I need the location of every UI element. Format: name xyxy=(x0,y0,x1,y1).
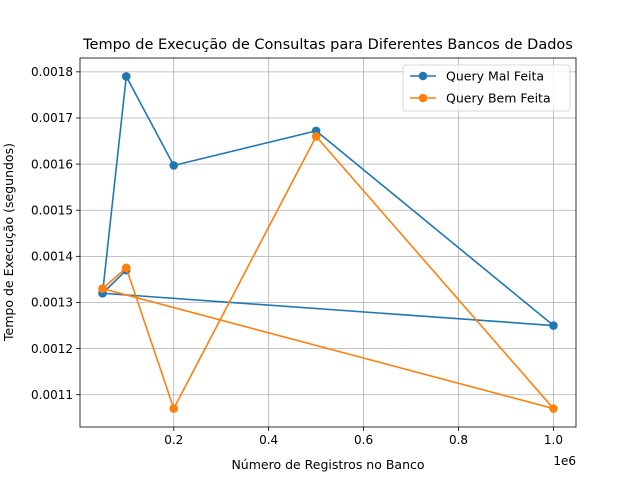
y-axis-label: Tempo de Execução (segundos) xyxy=(1,143,16,342)
x-tick-label: 0.6 xyxy=(354,433,373,447)
data-point xyxy=(549,321,558,330)
series-2 xyxy=(98,132,558,413)
legend-marker xyxy=(418,71,428,81)
legend-box xyxy=(402,64,571,112)
data-point xyxy=(121,72,131,81)
y-tick-label: 0.0016 xyxy=(31,157,73,171)
data-point xyxy=(549,404,558,413)
x-tick-label: 0.4 xyxy=(259,433,278,447)
legend-marker xyxy=(418,93,428,103)
grid xyxy=(80,58,576,427)
legend-item: Query Bem Feita xyxy=(410,90,551,105)
y-axis: 0.0011 0.0012 0.0013 0.0014 0.0015 0.0016 0.00… xyxy=(31,65,80,402)
legend-label: Query Bem Feita xyxy=(446,90,551,105)
legend-label: Query Mal Feita xyxy=(446,68,544,83)
y-tick-label: 0.0014 xyxy=(31,250,73,264)
data-point xyxy=(169,161,179,170)
data-point xyxy=(121,263,131,273)
plot-frame xyxy=(79,57,577,428)
data-point xyxy=(98,284,107,293)
data-point xyxy=(169,404,179,413)
y-tick-label: 0.0013 xyxy=(31,296,73,310)
data-point xyxy=(311,132,321,141)
x-tick-label: 1.0 xyxy=(544,433,563,447)
y-tick-label: 0.0018 xyxy=(31,65,73,79)
legend: Query Mal Feita Query Bem Feita xyxy=(402,64,571,112)
x-axis: 0.2 0.4 0.6 0.8 1.0 xyxy=(164,427,563,447)
y-tick-label: 0.0012 xyxy=(31,342,73,356)
x-tick-label: 0.8 xyxy=(449,433,468,447)
chart-title: Tempo de Execução de Consultas para Dife… xyxy=(82,37,573,53)
x-tick-label: 0.2 xyxy=(164,433,183,447)
y-tick-label: 0.0015 xyxy=(31,203,73,217)
series-layer xyxy=(98,72,558,413)
y-tick-label: 0.0011 xyxy=(31,388,73,402)
y-tick-label: 0.0017 xyxy=(31,111,73,125)
x-axis-offset-label: 1e6 xyxy=(553,454,576,468)
legend-item: Query Mal Feita xyxy=(410,68,544,83)
x-axis-label: Número de Registros no Banco xyxy=(231,457,424,472)
